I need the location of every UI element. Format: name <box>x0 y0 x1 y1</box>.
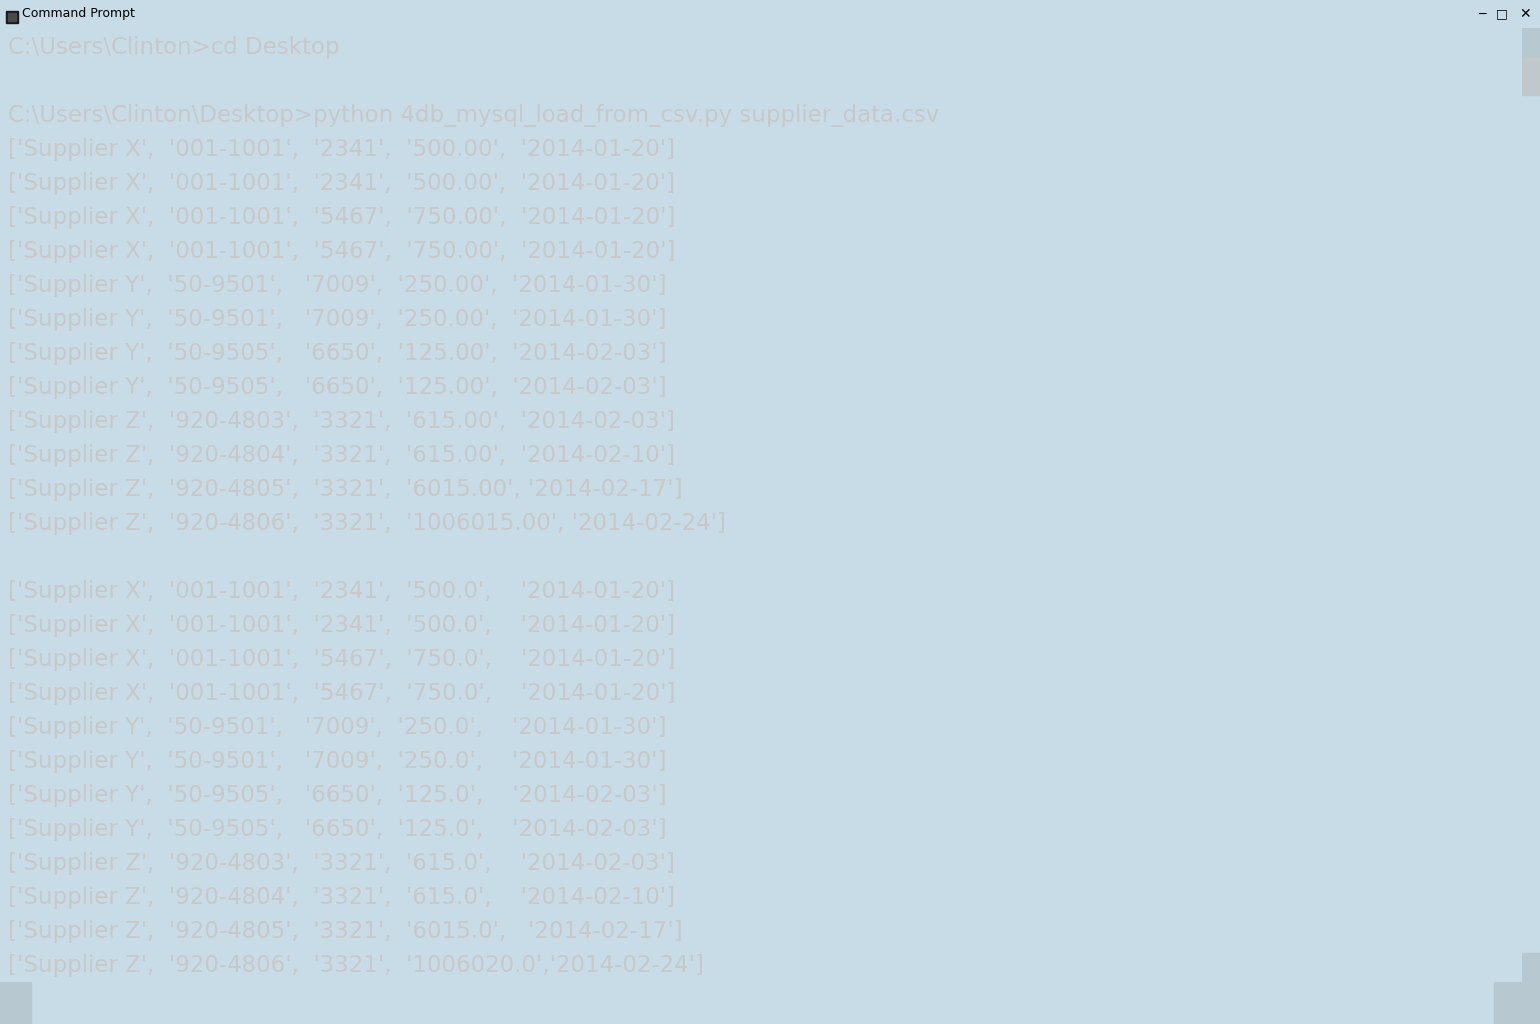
Text: ['Supplier Y',  '50-9505',   '6650',  '125.00',  '2014-02-03']: ['Supplier Y', '50-9505', '6650', '125.0… <box>8 342 667 365</box>
Text: ['Supplier Y',  '50-9501',   '7009',  '250.00',  '2014-01-30']: ['Supplier Y', '50-9501', '7009', '250.0… <box>8 308 667 331</box>
Text: ['Supplier Z',  '920-4806',  '3321',  '1006020.0','2014-02-24']: ['Supplier Z', '920-4806', '3321', '1006… <box>8 954 704 977</box>
Bar <box>1522 56 1540 95</box>
Text: ['Supplier Z',  '920-4805',  '3321',  '6015.00', '2014-02-17']: ['Supplier Z', '920-4805', '3321', '6015… <box>8 478 682 501</box>
Text: ['Supplier Z',  '920-4804',  '3321',  '615.0',    '2014-02-10']: ['Supplier Z', '920-4804', '3321', '615.… <box>8 886 675 909</box>
Text: ['Supplier X',  '001-1001',  '2341',  '500.00',  '2014-01-20']: ['Supplier X', '001-1001', '2341', '500.… <box>8 138 675 161</box>
Text: ['Supplier X',  '001-1001',  '5467',  '750.00',  '2014-01-20']: ['Supplier X', '001-1001', '5467', '750.… <box>8 240 676 263</box>
Text: C:\Users\Clinton>cd Desktop: C:\Users\Clinton>cd Desktop <box>8 36 339 59</box>
Bar <box>6 11 18 23</box>
Text: ['Supplier X',  '001-1001',  '5467',  '750.0',    '2014-01-20']: ['Supplier X', '001-1001', '5467', '750.… <box>8 648 676 671</box>
Text: ['Supplier Y',  '50-9505',   '6650',  '125.00',  '2014-02-03']: ['Supplier Y', '50-9505', '6650', '125.0… <box>8 376 667 399</box>
Text: ['Supplier Z',  '920-4804',  '3321',  '615.00',  '2014-02-10']: ['Supplier Z', '920-4804', '3321', '615.… <box>8 444 675 467</box>
Text: ['Supplier Z',  '920-4806',  '3321',  '1006015.00', '2014-02-24']: ['Supplier Z', '920-4806', '3321', '1006… <box>8 512 725 535</box>
Text: ['Supplier X',  '001-1001',  '2341',  '500.00',  '2014-01-20']: ['Supplier X', '001-1001', '2341', '500.… <box>8 172 675 195</box>
Text: C:\Users\Clinton\Desktop>python 4db_mysql_load_from_csv.py supplier_data.csv: C:\Users\Clinton\Desktop>python 4db_mysq… <box>8 104 939 127</box>
Text: ['Supplier Z',  '920-4803',  '3321',  '615.0',    '2014-02-03']: ['Supplier Z', '920-4803', '3321', '615.… <box>8 852 675 874</box>
Bar <box>1494 982 1540 1024</box>
Text: ['Supplier Y',  '50-9501',   '7009',  '250.0',    '2014-01-30']: ['Supplier Y', '50-9501', '7009', '250.0… <box>8 750 667 773</box>
Text: ['Supplier X',  '001-1001',  '5467',  '750.00',  '2014-01-20']: ['Supplier X', '001-1001', '5467', '750.… <box>8 206 676 229</box>
Text: ✕: ✕ <box>1518 7 1531 22</box>
Text: ['Supplier Y',  '50-9501',   '7009',  '250.00',  '2014-01-30']: ['Supplier Y', '50-9501', '7009', '250.0… <box>8 274 667 297</box>
Text: ['Supplier X',  '001-1001',  '5467',  '750.0',    '2014-01-20']: ['Supplier X', '001-1001', '5467', '750.… <box>8 682 676 705</box>
Text: ['Supplier Y',  '50-9505',   '6650',  '125.0',    '2014-02-03']: ['Supplier Y', '50-9505', '6650', '125.0… <box>8 784 667 807</box>
Text: □: □ <box>1497 7 1508 20</box>
Text: ─: ─ <box>1478 7 1486 20</box>
Text: ['Supplier X',  '001-1001',  '2341',  '500.0',    '2014-01-20']: ['Supplier X', '001-1001', '2341', '500.… <box>8 614 675 637</box>
Text: ['Supplier Z',  '920-4803',  '3321',  '615.00',  '2014-02-03']: ['Supplier Z', '920-4803', '3321', '615.… <box>8 410 675 433</box>
Text: ['Supplier Y',  '50-9505',   '6650',  '125.0',    '2014-02-03']: ['Supplier Y', '50-9505', '6650', '125.0… <box>8 818 667 841</box>
Text: ['Supplier Y',  '50-9501',   '7009',  '250.0',    '2014-01-30']: ['Supplier Y', '50-9501', '7009', '250.0… <box>8 716 667 739</box>
Text: ['Supplier X',  '001-1001',  '2341',  '500.0',    '2014-01-20']: ['Supplier X', '001-1001', '2341', '500.… <box>8 580 675 603</box>
Bar <box>0 982 31 1024</box>
Text: ['Supplier Z',  '920-4805',  '3321',  '6015.0',   '2014-02-17']: ['Supplier Z', '920-4805', '3321', '6015… <box>8 920 682 943</box>
Bar <box>1522 28 1540 56</box>
Bar <box>1522 953 1540 982</box>
Text: Command Prompt: Command Prompt <box>22 7 136 20</box>
Bar <box>8 13 15 22</box>
